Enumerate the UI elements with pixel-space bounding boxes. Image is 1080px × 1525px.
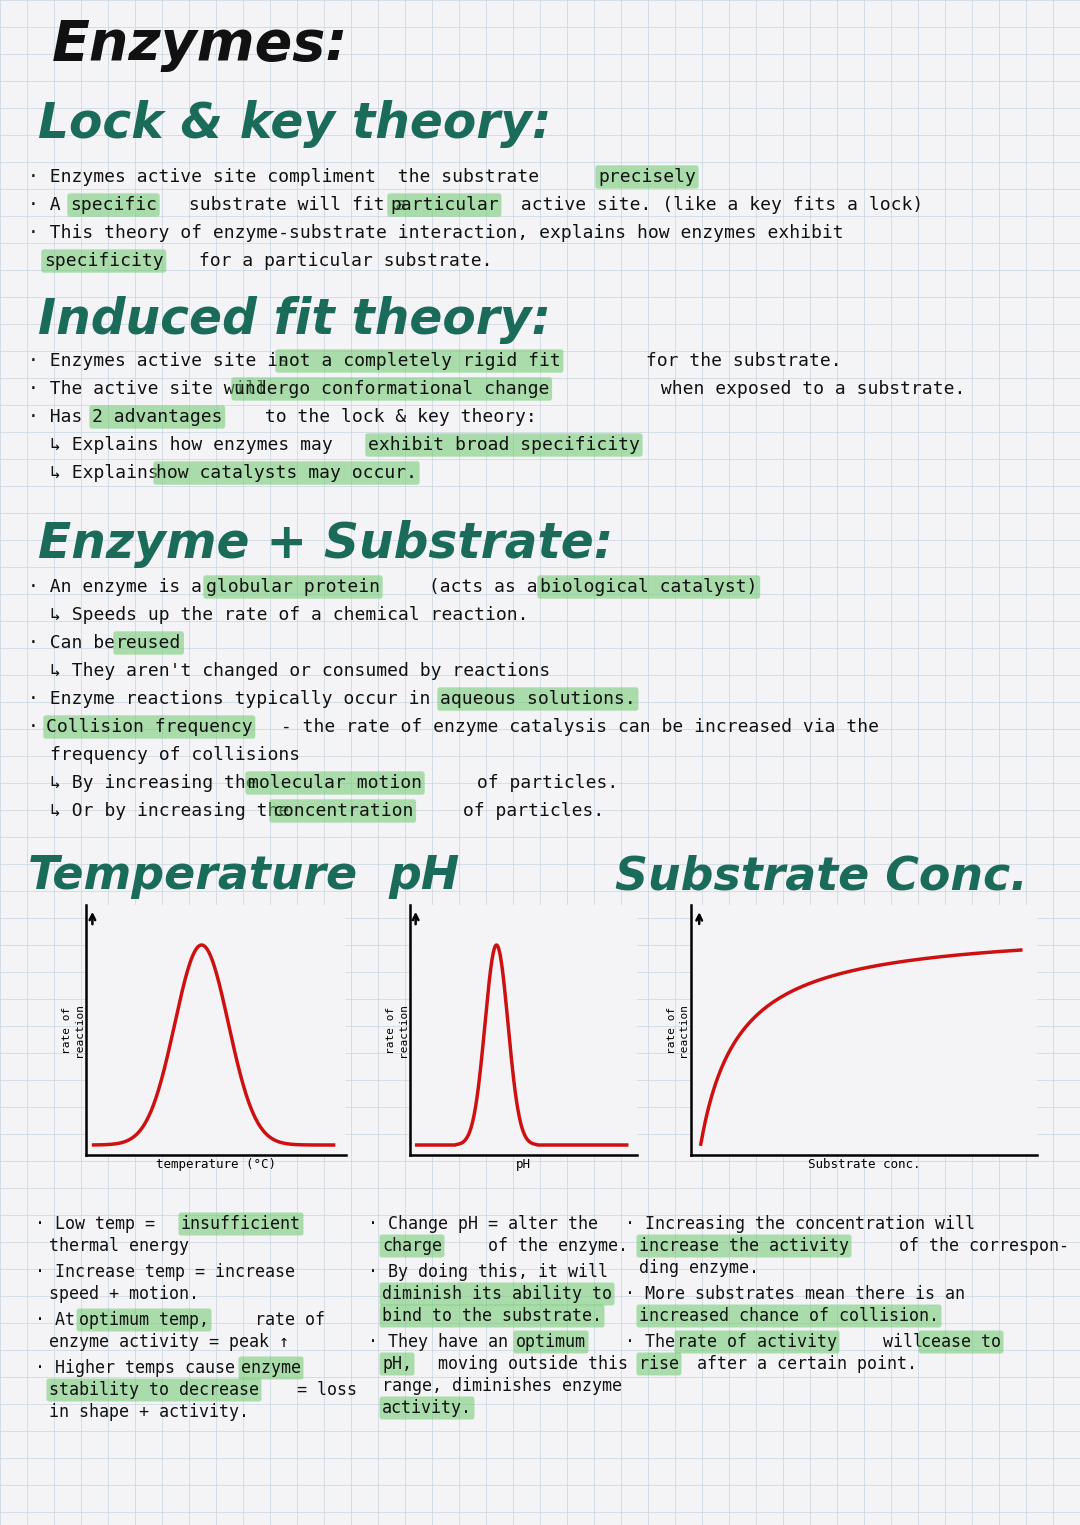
Text: ↳ Explains: ↳ Explains	[50, 464, 170, 482]
Text: · Can be: · Can be	[28, 634, 126, 653]
Text: of the correspon-: of the correspon-	[889, 1237, 1069, 1255]
Text: of particles.: of particles.	[453, 802, 604, 820]
Text: speed + motion.: speed + motion.	[49, 1286, 199, 1302]
Text: · Increasing the concentration will: · Increasing the concentration will	[625, 1215, 975, 1234]
Text: = loss: = loss	[287, 1382, 357, 1398]
Text: · This theory of enzyme-substrate interaction, explains how enzymes exhibit: · This theory of enzyme-substrate intera…	[28, 224, 843, 242]
Text: ·: ·	[28, 718, 50, 737]
X-axis label: temperature (°C): temperature (°C)	[156, 1157, 276, 1171]
Text: Enzymes:: Enzymes:	[52, 18, 349, 72]
Text: after a certain point.: after a certain point.	[687, 1356, 917, 1372]
Text: · Change pH = alter the: · Change pH = alter the	[368, 1215, 598, 1234]
Text: increase the activity: increase the activity	[639, 1237, 849, 1255]
Text: Enzyme + Substrate:: Enzyme + Substrate:	[38, 520, 613, 567]
Text: stability to decrease: stability to decrease	[49, 1382, 259, 1398]
Text: of particles.: of particles.	[465, 775, 618, 791]
Text: - the rate of enzyme catalysis can be increased via the: - the rate of enzyme catalysis can be in…	[270, 718, 879, 737]
Text: to the lock & key theory:: to the lock & key theory:	[254, 409, 537, 425]
Text: · By doing this, it will: · By doing this, it will	[368, 1263, 608, 1281]
Text: Collision frequency: Collision frequency	[46, 718, 253, 737]
Text: specific: specific	[70, 197, 157, 214]
Text: rise: rise	[639, 1356, 679, 1372]
Y-axis label: rate of
reaction: rate of reaction	[62, 1003, 83, 1057]
Text: moving outside this: moving outside this	[428, 1356, 627, 1372]
Text: bind to the substrate.: bind to the substrate.	[382, 1307, 602, 1325]
Text: of the enzyme.: of the enzyme.	[478, 1237, 627, 1255]
Text: ding enzyme.: ding enzyme.	[639, 1260, 759, 1276]
Text: exhibit broad specificity: exhibit broad specificity	[368, 436, 639, 454]
Text: thermal energy: thermal energy	[49, 1237, 189, 1255]
Text: · The active site will: · The active site will	[28, 380, 279, 398]
Text: · Has: · Has	[28, 409, 93, 425]
Text: insufficient: insufficient	[181, 1215, 301, 1234]
Text: · The: · The	[625, 1333, 685, 1351]
Text: molecular motion: molecular motion	[248, 775, 422, 791]
Text: will: will	[873, 1333, 933, 1351]
Text: · Low temp =: · Low temp =	[35, 1215, 165, 1234]
Text: diminish its ability to: diminish its ability to	[382, 1286, 612, 1302]
Text: · Enzymes active site compliment  the substrate: · Enzymes active site compliment the sub…	[28, 168, 550, 186]
Text: enzyme activity = peak ↑: enzyme activity = peak ↑	[49, 1333, 289, 1351]
Text: biological catalyst): biological catalyst)	[540, 578, 757, 596]
Text: increased chance of collision.: increased chance of collision.	[639, 1307, 939, 1325]
Text: globular protein: globular protein	[206, 578, 380, 596]
Text: ↳ Explains how enzymes may: ↳ Explains how enzymes may	[50, 436, 343, 454]
Text: reused: reused	[116, 634, 181, 653]
Text: · More substrates mean there is an: · More substrates mean there is an	[625, 1286, 966, 1302]
Text: pH,: pH,	[382, 1356, 411, 1372]
Y-axis label: rate of
reaction: rate of reaction	[666, 1003, 688, 1057]
Text: in shape + activity.: in shape + activity.	[49, 1403, 249, 1421]
Text: · An enzyme is a: · An enzyme is a	[28, 578, 213, 596]
Text: concentration: concentration	[272, 802, 414, 820]
Text: ↳ By increasing the: ↳ By increasing the	[50, 775, 268, 791]
Text: · Enzyme reactions typically occur in: · Enzyme reactions typically occur in	[28, 689, 442, 708]
Text: 2 advantages: 2 advantages	[92, 409, 222, 425]
Text: aqueous solutions.: aqueous solutions.	[440, 689, 636, 708]
Text: ↳ Or by increasing the: ↳ Or by increasing the	[50, 802, 300, 820]
X-axis label: pH: pH	[516, 1157, 531, 1171]
Text: enzyme: enzyme	[241, 1359, 301, 1377]
Text: · Higher temps cause: · Higher temps cause	[35, 1359, 245, 1377]
Text: · They have an: · They have an	[368, 1333, 518, 1351]
Text: pH: pH	[388, 854, 459, 900]
Text: (acts as a: (acts as a	[418, 578, 549, 596]
Text: · At: · At	[35, 1312, 85, 1328]
X-axis label: Substrate conc.: Substrate conc.	[808, 1157, 920, 1171]
Text: particular: particular	[390, 197, 499, 214]
Text: active site. (like a key fits a lock): active site. (like a key fits a lock)	[510, 197, 923, 214]
Text: for a particular substrate.: for a particular substrate.	[188, 252, 492, 270]
Text: · A: · A	[28, 197, 71, 214]
Text: precisely: precisely	[598, 168, 696, 186]
Text: when exposed to a substrate.: when exposed to a substrate.	[650, 380, 966, 398]
Text: charge: charge	[382, 1237, 442, 1255]
Text: substrate will fit a: substrate will fit a	[178, 197, 417, 214]
Text: for the substrate.: for the substrate.	[635, 352, 841, 371]
Text: ↳ They aren't changed or consumed by reactions: ↳ They aren't changed or consumed by rea…	[50, 662, 550, 680]
Text: · Enzymes active site is: · Enzymes active site is	[28, 352, 300, 371]
Text: not a completely rigid fit: not a completely rigid fit	[278, 352, 561, 371]
Text: Temperature: Temperature	[28, 854, 359, 900]
Text: frequency of collisions: frequency of collisions	[50, 746, 300, 764]
Text: Lock & key theory:: Lock & key theory:	[38, 101, 552, 148]
Text: rate of activity: rate of activity	[677, 1333, 837, 1351]
Text: optimum: optimum	[516, 1333, 586, 1351]
Text: how catalysts may occur.: how catalysts may occur.	[156, 464, 417, 482]
Text: · Increase temp = increase: · Increase temp = increase	[35, 1263, 295, 1281]
Text: undergo conformational change: undergo conformational change	[234, 380, 550, 398]
Text: optimum temp,: optimum temp,	[79, 1312, 210, 1328]
Text: ↳ Speeds up the rate of a chemical reaction.: ↳ Speeds up the rate of a chemical react…	[50, 605, 528, 624]
Text: Substrate Conc.: Substrate Conc.	[615, 854, 1028, 900]
Text: rate of: rate of	[245, 1312, 325, 1328]
Text: cease to: cease to	[921, 1333, 1001, 1351]
Text: activity.: activity.	[382, 1398, 472, 1417]
Text: Induced fit theory:: Induced fit theory:	[38, 296, 551, 345]
Text: specificity: specificity	[44, 252, 164, 270]
Text: range, diminishes enzyme: range, diminishes enzyme	[382, 1377, 622, 1395]
Y-axis label: rate of
reaction: rate of reaction	[386, 1003, 407, 1057]
